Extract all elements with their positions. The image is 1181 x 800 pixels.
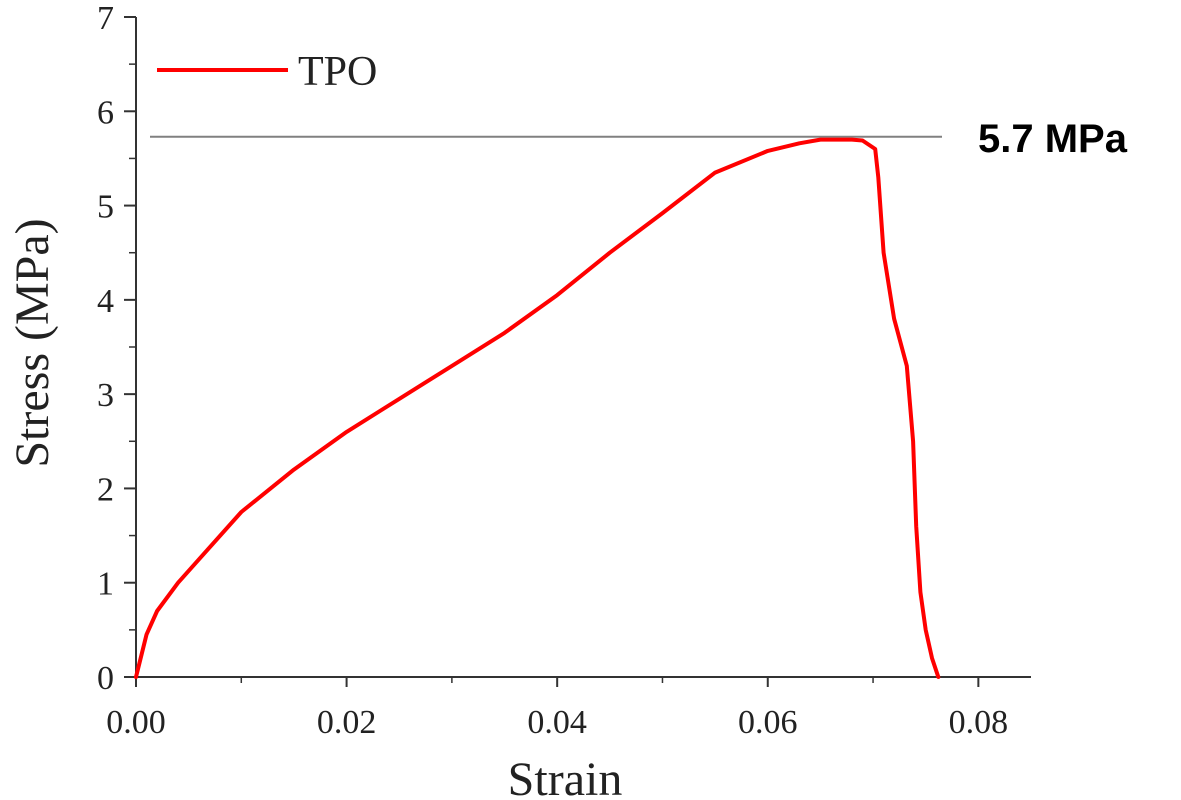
axes [135,17,1031,678]
legend-label-tpo: TPO [298,49,377,95]
legend: TPO [157,49,377,95]
y-tick-label: 4 [97,283,114,320]
x-ticks: 0.00 0.02 0.04 0.06 0.08 [106,677,1008,741]
y-tick-label: 0 [97,660,114,697]
y-tick-label: 5 [97,189,114,226]
x-tick-label: 0.08 [949,704,1009,741]
y-ticks: 0 1 2 3 4 5 6 7 [97,0,136,697]
series-group [134,137,941,679]
peak-stress-label: 5.7 MPa [978,117,1128,161]
y-tick-label: 2 [97,471,114,508]
x-tick-label: 0.00 [106,704,166,741]
y-tick-label: 6 [97,94,114,131]
y-axis-title: Stress (MPa) [6,218,59,467]
y-tick-label: 1 [97,566,114,603]
x-tick-label: 0.06 [738,704,798,741]
y-tick-label: 7 [97,0,114,37]
series-line-tpo [134,137,941,679]
x-axis-title: Strain [508,753,623,800]
y-tick-label: 3 [97,377,114,414]
x-tick-label: 0.04 [527,704,587,741]
x-tick-label: 0.02 [317,704,377,741]
